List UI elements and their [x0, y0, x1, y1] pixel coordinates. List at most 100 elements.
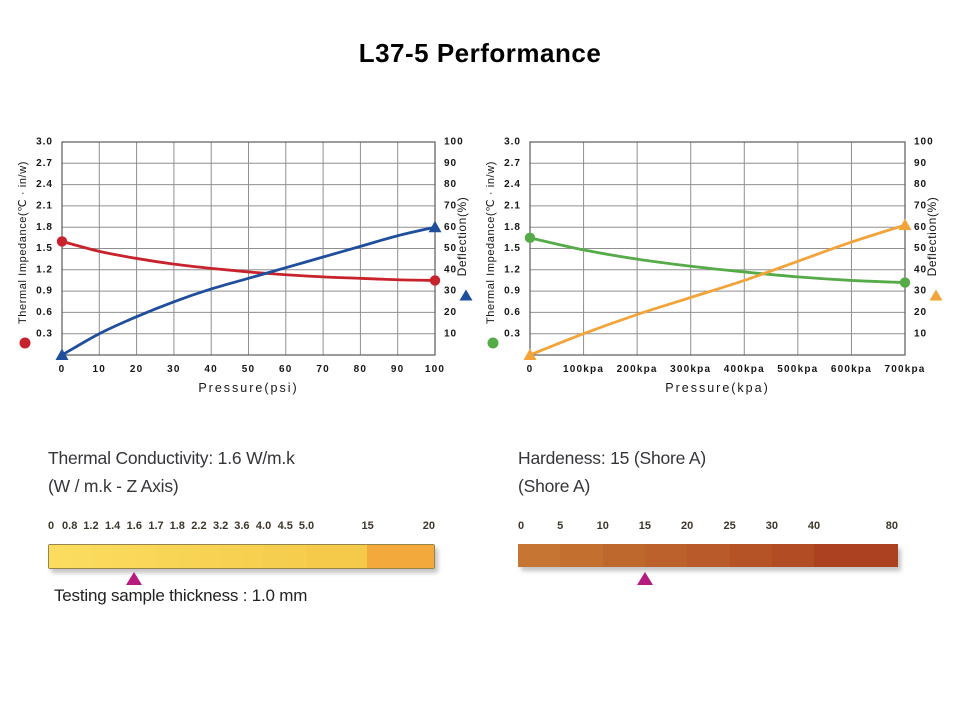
scale-tick-label: 3.2 [212, 520, 229, 532]
right-axis-tick: 80 [914, 179, 927, 190]
left-axis-tick: 3.0 [36, 137, 53, 148]
thermal-impedance-legend-marker [487, 337, 499, 349]
right-axis-tick: 30 [444, 286, 457, 297]
x-axis-tick: 300kpa [670, 364, 711, 375]
right-axis-tick: 90 [914, 158, 927, 169]
right-axis-tick: 20 [444, 307, 457, 318]
left-axis-tick: 2.7 [504, 158, 521, 169]
left-axis-tick: 2.7 [36, 158, 53, 169]
left-axis-tick: 1.5 [504, 243, 521, 254]
right-axis-tick: 10 [444, 328, 457, 339]
hardness-scale: Hardeness: 15 (Shore A) (Shore A) 0 5 10 15… [518, 448, 898, 618]
right-axis-tick: 10 [914, 328, 927, 339]
scale-tick-label: 1.2 [83, 520, 99, 532]
scale-segment [814, 544, 898, 567]
scale-segment [306, 545, 368, 568]
scale-segment [70, 545, 93, 568]
left-axis-tick: 1.2 [504, 264, 521, 275]
left-axis-tick: 2.1 [504, 201, 521, 212]
scale-segment [134, 545, 158, 568]
plot-border [529, 141, 906, 356]
deflection-curve [528, 223, 907, 357]
left-axis-title: Thermal Impedance(℃ · in/w) [17, 161, 29, 324]
conductivity-tick-labels: 0 0.8 1.2 1.4 1.6 1.7 1.8 2.2 3.2 3.6 4.0 4.5 5.0 15 2… [48, 520, 435, 536]
left-axis-tick: 0.9 [36, 286, 53, 297]
scale-segment [49, 545, 72, 568]
hardness-bar [518, 544, 898, 567]
scale-segment [177, 545, 201, 568]
scale-tick-label: 30 [765, 520, 778, 532]
right-axis-tick: 50 [444, 243, 457, 254]
left-axis-tick: 1.5 [36, 243, 53, 254]
deflection-marker [428, 220, 442, 233]
hardness-tick-labels: 0 5 10 15 20 25 30 40 80 [518, 520, 898, 536]
conductivity-subheading: (W / m.k - Z Axis) [48, 476, 179, 496]
deflection-marker [55, 348, 69, 360]
scale-segment [602, 544, 646, 567]
x-axis-tick: 30 [167, 364, 181, 375]
thermal-impedance-curve [60, 240, 437, 282]
scale-tick-label: 10 [596, 520, 609, 532]
scale-segment [729, 544, 773, 567]
thermal-impedance-marker [429, 275, 441, 286]
right-axis-tick: 70 [914, 201, 927, 212]
left-axis-tick: 0.6 [36, 307, 53, 318]
x-axis-tick: 90 [391, 364, 405, 375]
pressure-kpa-chart: 3.02.72.42.11.81.51.20.90.60.31009080706… [485, 137, 943, 395]
scale-tick-label: 5.0 [298, 520, 315, 532]
x-axis-tick: 100 [425, 364, 445, 375]
left-axis-tick: 3.0 [504, 137, 521, 148]
right-axis-title: Deflection(%) [925, 197, 939, 277]
scale-tick-label: 3.6 [234, 520, 250, 532]
left-axis-tick: 0.6 [504, 307, 521, 318]
scale-segment [518, 544, 562, 567]
thermal-impedance-marker [56, 236, 68, 247]
scale-segment [113, 545, 136, 568]
scale-tick-label: 5 [557, 520, 564, 532]
thermal-impedance-curve [528, 236, 907, 284]
x-axis-tick: 700kpa [884, 364, 925, 375]
scale-tick-label: 0 [48, 520, 55, 532]
x-axis-tick: 50 [242, 364, 256, 375]
conductivity-pointer-triangle-icon [126, 572, 143, 585]
scale-tick-label: 15 [638, 520, 652, 532]
scale-segment [285, 545, 308, 568]
deflection-legend-marker [459, 289, 473, 301]
hardness-subheading: (Shore A) [518, 476, 591, 496]
right-axis-tick: 90 [444, 158, 457, 169]
left-axis-tick: 1.8 [504, 222, 521, 233]
left-axis-tick: 1.8 [36, 222, 53, 233]
scale-segment [220, 545, 243, 568]
x-axis-title: Pressure(kpa) [665, 381, 770, 395]
hardness-pointer-triangle-icon [636, 572, 653, 585]
scale-segment [199, 545, 222, 568]
hardness-heading: Hardeness: 15 (Shore A) [518, 448, 707, 468]
scale-segment [687, 544, 731, 567]
right-axis-tick: 60 [914, 222, 927, 233]
x-axis-tick: 600kpa [831, 364, 872, 375]
x-axis-tick: 0 [59, 364, 66, 375]
right-axis-tick: 20 [914, 307, 927, 318]
x-axis-tick: 10 [93, 364, 107, 375]
right-axis-tick: 100 [914, 137, 934, 148]
x-axis-title: Pressure(psi) [198, 381, 298, 395]
thermal-impedance-marker [524, 232, 536, 244]
right-axis-tick: 70 [444, 201, 457, 212]
scale-segment [644, 544, 689, 567]
conductivity-heading: Thermal Conductivity: 1.6 W/m.k [48, 448, 295, 468]
scale-tick-label: 4.5 [277, 520, 293, 532]
right-axis-tick: 100 [444, 137, 464, 148]
scale-segment [156, 545, 179, 568]
conductivity-bar [48, 544, 435, 569]
scale-tick-label: 2.2 [191, 520, 207, 532]
right-axis-tick: 50 [914, 243, 927, 254]
x-axis-tick: 500kpa [777, 364, 818, 375]
right-axis-tick: 30 [914, 286, 927, 297]
thermal-conductivity-scale: Thermal Conductivity: 1.6 W/m.k (W / m.k… [48, 448, 435, 618]
scale-tick-label: 20 [422, 520, 435, 532]
right-axis-tick: 80 [444, 179, 457, 190]
scale-tick-label: 15 [361, 520, 374, 532]
right-axis-tick: 60 [444, 222, 457, 233]
right-axis-tick: 40 [444, 264, 457, 275]
